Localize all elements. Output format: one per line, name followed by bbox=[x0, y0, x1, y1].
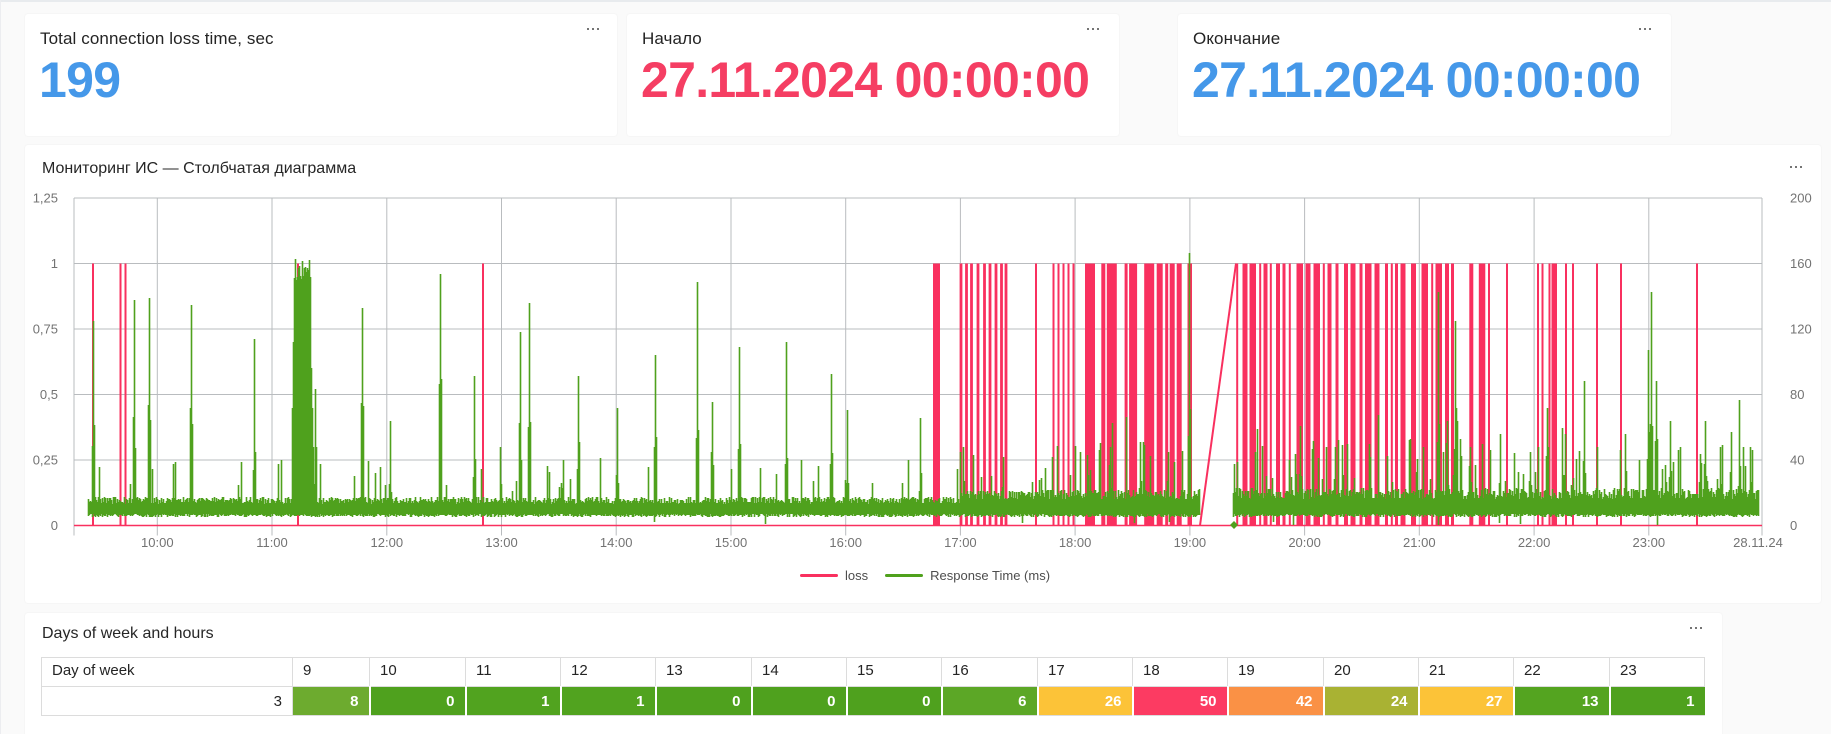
svg-text:20:00: 20:00 bbox=[1288, 535, 1321, 550]
svg-text:16:00: 16:00 bbox=[829, 535, 862, 550]
svg-text:19:00: 19:00 bbox=[1174, 535, 1207, 550]
svg-text:23:00: 23:00 bbox=[1633, 535, 1666, 550]
svg-text:200: 200 bbox=[1790, 191, 1812, 206]
svg-text:18:00: 18:00 bbox=[1059, 535, 1092, 550]
svg-text:160: 160 bbox=[1790, 256, 1812, 271]
svg-text:12:00: 12:00 bbox=[371, 535, 404, 550]
svg-text:22:00: 22:00 bbox=[1518, 535, 1551, 550]
svg-text:0,5: 0,5 bbox=[40, 387, 58, 402]
svg-text:14:00: 14:00 bbox=[600, 535, 633, 550]
svg-text:13:00: 13:00 bbox=[485, 535, 518, 550]
svg-text:80: 80 bbox=[1790, 387, 1804, 402]
svg-text:0,25: 0,25 bbox=[33, 453, 58, 468]
svg-text:120: 120 bbox=[1790, 322, 1812, 337]
svg-text:1: 1 bbox=[51, 256, 58, 271]
svg-text:1,25: 1,25 bbox=[33, 191, 58, 206]
svg-text:11:00: 11:00 bbox=[256, 535, 288, 550]
svg-text:40: 40 bbox=[1790, 453, 1804, 468]
svg-text:10:00: 10:00 bbox=[141, 535, 174, 550]
svg-text:0: 0 bbox=[1790, 518, 1797, 533]
svg-text:15:00: 15:00 bbox=[715, 535, 748, 550]
svg-text:17:00: 17:00 bbox=[944, 535, 977, 550]
svg-text:0,75: 0,75 bbox=[33, 322, 58, 337]
svg-text:28.11.24: 28.11.24 bbox=[1733, 535, 1783, 550]
svg-text:21:00: 21:00 bbox=[1403, 535, 1436, 550]
svg-text:0: 0 bbox=[51, 518, 58, 533]
